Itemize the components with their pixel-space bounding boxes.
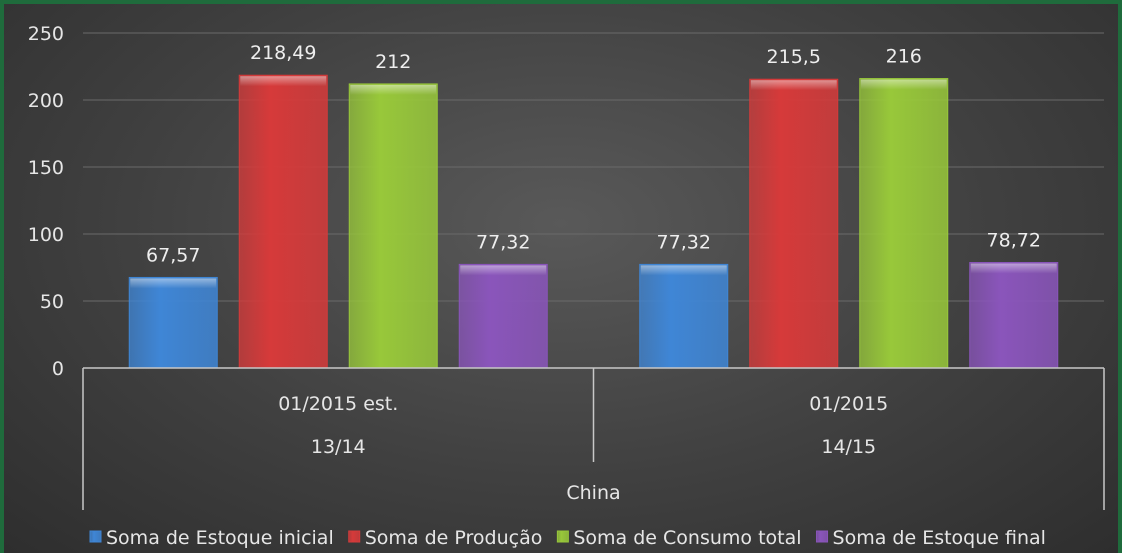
data-label: 78,72 [987,230,1041,252]
legend-label: Soma de Estoque final [833,527,1046,549]
bar-highlight [751,80,837,90]
legend-label: Soma de Produção [365,527,543,549]
legend-swatch [349,531,360,542]
y-axis: 0 50 100 150 200 250 [28,23,64,380]
bar [459,264,547,368]
y-tick-label: 0 [52,358,64,380]
data-label: 218,49 [250,42,316,64]
legend-label: Soma de Estoque inicial [106,527,334,549]
y-tick-label: 150 [28,157,64,179]
y-tick-label: 100 [28,224,64,246]
data-label: 212 [375,51,411,73]
data-label: 77,32 [657,231,711,253]
bars [129,75,1058,368]
x-subcategory-label: 13/14 [311,436,366,458]
bar-highlight [971,264,1057,274]
y-tick-label: 250 [28,23,64,45]
x-axis: 01/2015 est. 13/14 01/2015 14/15 China [83,368,1104,510]
bar [640,264,728,368]
bar [349,84,437,368]
bar-highlight [861,80,947,90]
x-subcategory-label: 14/15 [821,436,876,458]
x-group-label: China [566,482,620,504]
bar [129,277,217,368]
gridlines [83,33,1104,301]
bar-highlight [240,76,326,86]
legend-swatch [90,531,101,542]
x-category-label: 01/2015 est. [278,393,398,415]
bar-highlight [350,85,436,95]
bar [970,263,1058,368]
y-tick-label: 50 [40,291,64,313]
legend: Soma de Estoque inicial Soma de Produção S… [90,527,1046,549]
bar [750,79,838,368]
bar-highlight [460,265,546,275]
data-label: 77,32 [476,231,530,253]
bar [239,75,327,368]
y-tick-label: 200 [28,90,64,112]
x-category-label: 01/2015 [809,393,888,415]
legend-swatch [557,531,568,542]
legend-swatch [817,531,828,542]
data-label: 67,57 [146,244,200,266]
bar [860,79,948,368]
bar-highlight [130,278,216,288]
data-label: 215,5 [767,46,821,68]
bar-highlight [641,265,727,275]
legend-label: Soma de Consumo total [573,527,801,549]
data-label: 216 [886,46,922,68]
